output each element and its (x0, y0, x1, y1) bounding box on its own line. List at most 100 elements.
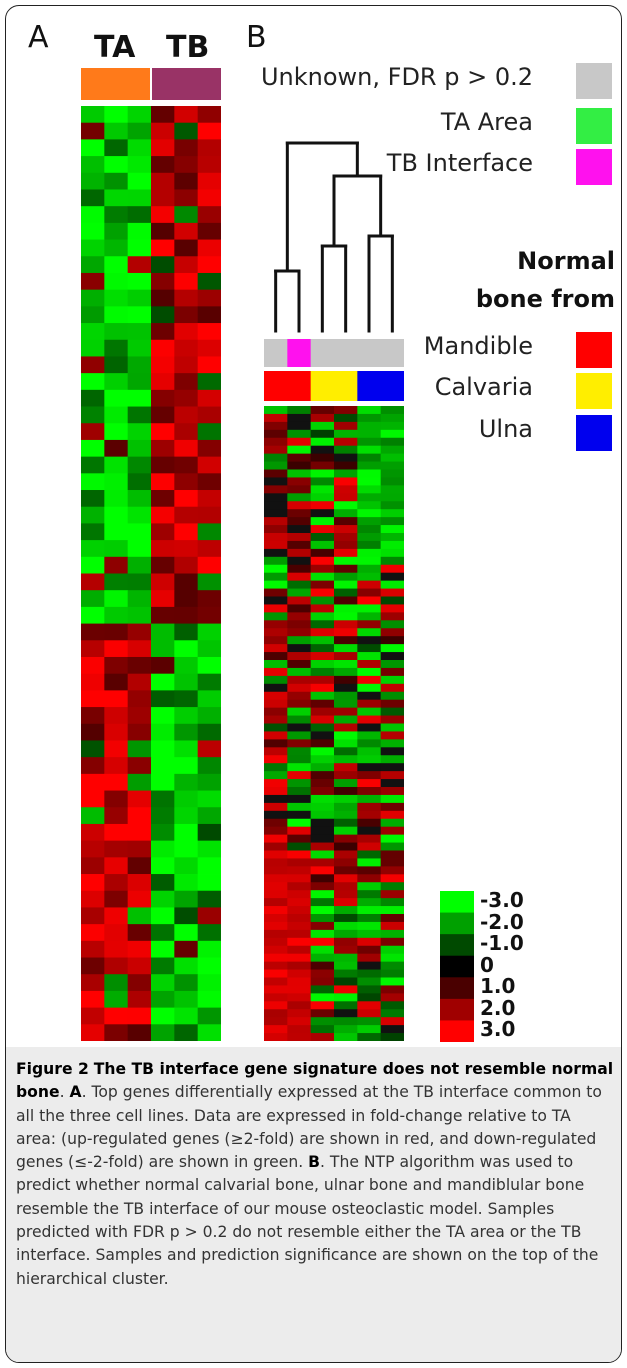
heatmap-a-cell (151, 106, 175, 124)
heatmap-a-cell (104, 1007, 129, 1025)
caption-a-label: A (69, 1083, 82, 1102)
heatmap-a-cell (151, 122, 175, 140)
heatmap-b-cell (287, 969, 312, 978)
heatmap-a-cell (127, 239, 152, 257)
heatmap-a-cell (127, 840, 152, 858)
heatmap-a-cell (104, 640, 129, 658)
heatmap-b-cell (334, 469, 358, 478)
heatmap-a-cell (151, 940, 175, 958)
heatmap-b-cell (357, 501, 382, 510)
heatmap-b-cell (287, 810, 312, 820)
heatmap-b-cell (264, 961, 288, 970)
heatmap-b-cell (334, 763, 358, 772)
heatmap-b-cell (357, 715, 382, 724)
heatmap-b-cell (380, 620, 404, 629)
heatmap-a-cell (174, 556, 199, 574)
heatmap-b-cell (357, 437, 382, 447)
heatmap-b-cell (287, 580, 312, 589)
heatmap-b-cell (357, 977, 382, 986)
caption-b-text: . The NTP algorithm was used to predict … (16, 1153, 599, 1288)
heatmap-a-cell (151, 773, 175, 791)
heatmap-a-cell (127, 740, 152, 758)
heatmap-b-cell (380, 850, 404, 859)
heatmap-b-cell (264, 556, 288, 566)
heatmap-a-cell (104, 757, 129, 775)
heatmap-b-cell (334, 850, 358, 859)
heatmap-b-cell (264, 477, 288, 486)
heatmap-b-cell (264, 723, 288, 732)
heatmap-b-cell (380, 612, 404, 621)
heatmap-b-cell (310, 1009, 335, 1018)
heatmap-b-cell (264, 755, 288, 764)
heatmap-a-cell (127, 490, 152, 508)
heatmap-a-cell (174, 406, 199, 424)
heatmap-a-cell (151, 723, 175, 741)
heatmap-a-cell (104, 122, 129, 140)
heatmap-b-cell (334, 525, 358, 534)
heatmap-b-cell (264, 429, 288, 439)
heatmap-a-cell (197, 823, 221, 842)
heatmap-a-cell (81, 473, 105, 491)
heatmap-b-cell (264, 914, 288, 923)
heatmap-a-cell (127, 540, 152, 558)
heatmap-b-cell (264, 921, 288, 931)
heatmap-b-cell (287, 739, 312, 748)
heatmap-b-cell (380, 993, 404, 1002)
heatmap-b-cell (310, 739, 335, 748)
heatmap-a-cell (81, 389, 105, 407)
heatmap-a-cell (127, 673, 152, 691)
heatmap-a-cell (127, 723, 152, 741)
heatmap-b-cell (380, 517, 404, 526)
heatmap-b-cell (287, 953, 312, 963)
heatmap-b-cell (264, 620, 288, 629)
heatmap-b-cell (310, 413, 335, 423)
heatmap-a (81, 106, 221, 1041)
heatmap-a-cell (104, 506, 129, 524)
heatmap-a-cell (127, 940, 152, 958)
heatmap-b-cell (310, 675, 335, 685)
heatmap-a-cell (151, 857, 175, 875)
heatmap-a-cell (197, 122, 221, 140)
heatmap-a-cell (151, 139, 175, 157)
heatmap-b-cell (334, 644, 358, 653)
heatmap-a-cell (104, 473, 129, 491)
heatmap-a-cell (197, 106, 221, 124)
heatmap-b-cell (357, 731, 382, 740)
color-scale-step (440, 998, 474, 1021)
heatmap-b-cell (264, 906, 288, 915)
heatmap-b-cell (380, 985, 404, 994)
heatmap-b-cell (287, 993, 312, 1002)
heatmap-b-cell (287, 906, 312, 915)
heatmap-b-cell (334, 691, 358, 701)
heatmap-b-cell (264, 525, 288, 534)
heatmap-b-cell (287, 437, 312, 447)
heatmap-b-cell (380, 548, 404, 558)
heatmap-a-cell (174, 139, 199, 157)
heatmap-a-cell (104, 523, 129, 541)
heatmap-a-cell (197, 556, 221, 574)
heatmap-a-cell (151, 389, 175, 407)
heatmap-a-cell (197, 306, 221, 324)
heatmap-b-cell (264, 406, 288, 415)
heatmap-a-cell (174, 940, 199, 958)
color-scale-step (440, 891, 474, 913)
heatmap-a-cell (81, 406, 105, 424)
heatmap-b-cell (357, 477, 382, 486)
sample-bone-cell (310, 371, 335, 401)
heatmap-b-cell (380, 509, 404, 518)
heatmap-a-cell (197, 523, 221, 541)
heatmap-b-cell (380, 556, 404, 566)
heatmap-b-cell (310, 1025, 335, 1034)
heatmap-a-cell (151, 306, 175, 324)
heatmap-a-cell (81, 907, 105, 925)
heatmap-b-cell (287, 667, 312, 677)
heatmap-b-cell (287, 501, 312, 510)
heatmap-a-cell (174, 439, 199, 458)
heatmap-b-cell (287, 771, 312, 780)
heatmap-b-cell (380, 739, 404, 748)
heatmap-b-cell (287, 858, 312, 867)
heatmap-b-cell (310, 525, 335, 534)
heatmap-a-cell (151, 189, 175, 207)
heatmap-a-cell (104, 406, 129, 424)
sample-annotation-bars (264, 339, 404, 401)
